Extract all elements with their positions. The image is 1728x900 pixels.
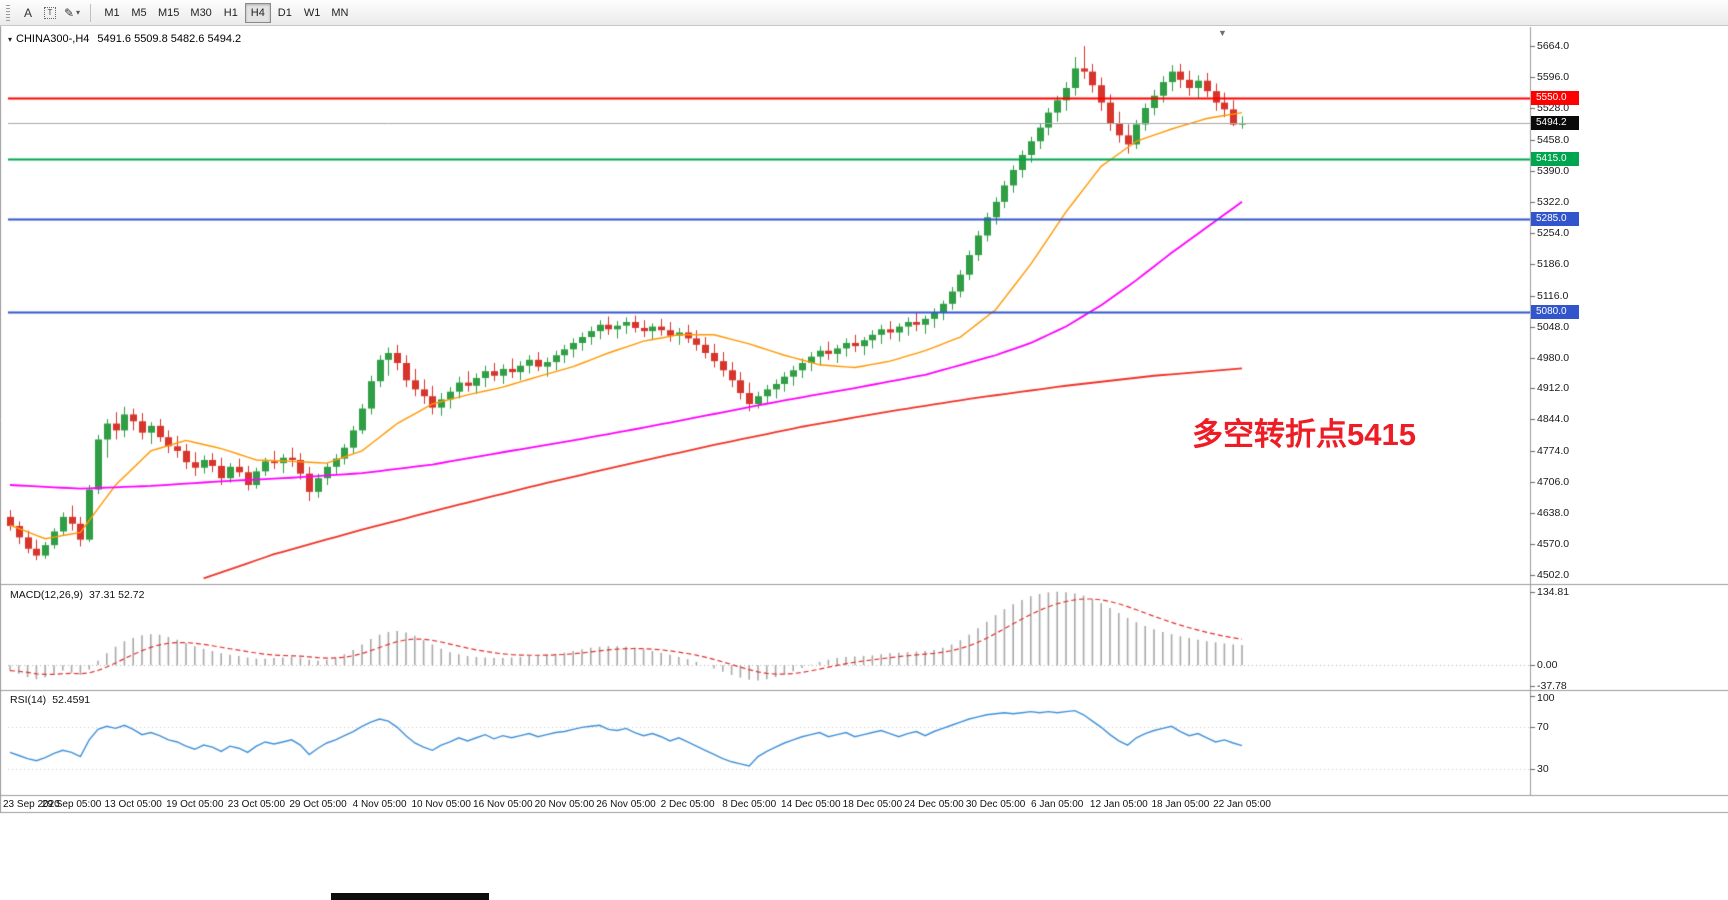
timeframe-button-d1[interactable]: D1 (272, 3, 298, 23)
symbol-period-label: CHINA300-,H4 (16, 33, 90, 45)
text-tool-button[interactable]: A (18, 3, 38, 23)
pencil-icon: ✎ (63, 5, 75, 20)
draw-tool-button[interactable]: ✎ ▾ (62, 3, 82, 23)
macd-label: MACD(12,26,9) 37.31 52.72 (10, 589, 144, 601)
rsi-name: RSI(14) (10, 694, 47, 706)
one-click-trading-toggle[interactable]: ▾ (8, 35, 13, 44)
macd-values: 37.31 52.72 (88, 589, 145, 601)
timeframe-button-mn[interactable]: MN (326, 3, 353, 23)
timeframe-button-m5[interactable]: M5 (126, 3, 152, 23)
scroll-to-end-icon[interactable]: ▼ (1218, 28, 1227, 38)
annotation-text: 多空转折点5415 (1192, 417, 1416, 452)
toolbar-grip[interactable] (6, 4, 10, 21)
ohlc-values: 5491.6 5509.8 5482.6 5494.2 (97, 33, 242, 45)
timeframe-button-m1[interactable]: M1 (99, 3, 125, 23)
toolbar-separator (90, 3, 91, 22)
timeframe-button-m30[interactable]: M30 (185, 3, 216, 23)
timeframe-button-m15[interactable]: M15 (153, 3, 184, 23)
timeframe-button-h1[interactable]: H1 (218, 3, 244, 23)
chevron-down-icon: ▾ (76, 8, 81, 17)
toolbar: A T ✎ ▾ M1 M5 M15 M30 H1 H4 D1 W1 MN (0, 0, 1728, 26)
rsi-label: RSI(14) 52.4591 (10, 694, 90, 706)
frame-tool-button[interactable]: T (40, 3, 60, 23)
taskbar-fragment[interactable] (331, 893, 489, 900)
timeframe-group: M1 M5 M15 M30 H1 H4 D1 W1 MN (99, 2, 353, 23)
timeframe-button-h4[interactable]: H4 (244, 2, 271, 23)
rsi-value: 52.4591 (52, 694, 91, 706)
symbol-title: ▾ CHINA300-,H4 5491.6 5509.8 5482.6 5494.2 (8, 33, 241, 45)
macd-name: MACD(12,26,9) (10, 589, 83, 601)
frame-icon: T (44, 6, 56, 19)
timeframe-button-w1[interactable]: W1 (299, 3, 326, 23)
